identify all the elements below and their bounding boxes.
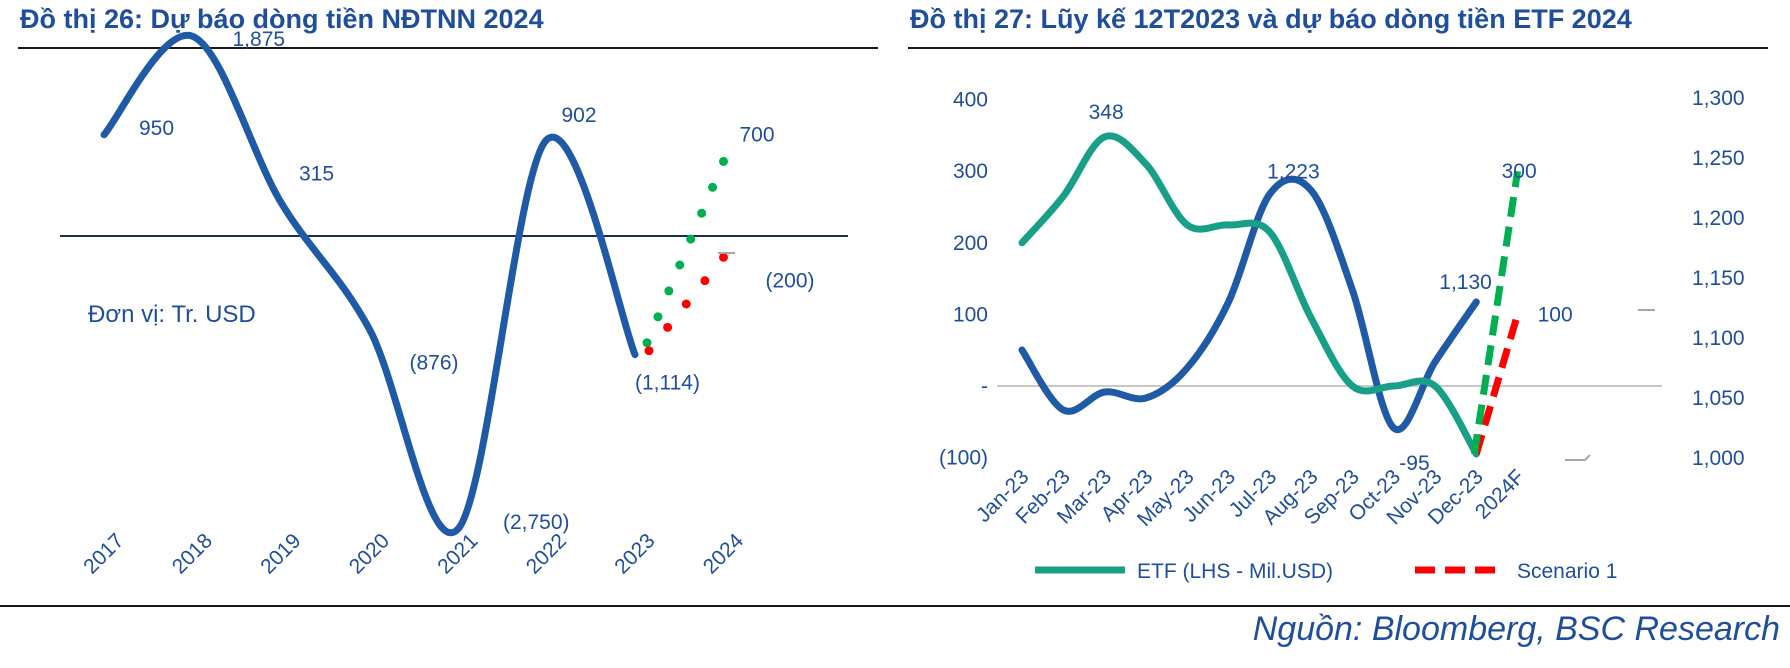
scenario-red-dot: [681, 299, 691, 309]
right-left-axis-tick: 400: [953, 89, 988, 112]
right-right-axis-tick: 1,050: [1692, 387, 1745, 410]
chart-26-title: Đồ thị 26: Dự báo dòng tiền NĐTNN 2024: [20, 4, 544, 34]
scenario-red-dot: [700, 276, 710, 286]
scenario-green-dot: [708, 182, 718, 192]
left-x-tick-label: 2022: [522, 529, 571, 578]
scenario-red-dot: [719, 252, 728, 262]
scenario-green-dot: [664, 286, 674, 296]
etf-end-label-leader: [1565, 454, 1591, 461]
left-scenario-red: [644, 252, 728, 356]
etf-series-line: [1018, 132, 1480, 458]
left-green-label: 700: [740, 123, 775, 146]
left-red-label: (200): [766, 269, 815, 292]
left-data-label: 1,875: [233, 28, 286, 51]
etf-end-label: -95: [1399, 452, 1429, 475]
scenario-red-label: 100: [1538, 303, 1573, 326]
right-right-axis-tick: 1,200: [1692, 207, 1745, 230]
right-blue-series-line: [1018, 175, 1480, 434]
chart-27-title: Đồ thị 27: Lũy kế 12T2023 và dự báo dòng…: [910, 4, 1632, 34]
etf-peak-label: 348: [1089, 101, 1124, 124]
scenario-green-label: 300: [1502, 160, 1537, 183]
left-series-line: [100, 31, 639, 536]
right-right-axis-tick: 1,250: [1692, 147, 1745, 170]
right-left-axis-tick: 200: [953, 232, 988, 255]
left-data-label: 315: [299, 162, 334, 185]
scenario-green-dot: [719, 156, 728, 166]
left-data-label: (876): [410, 351, 459, 374]
left-x-tick-label: 2018: [168, 529, 217, 578]
right-right-axis-tick: 1,150: [1692, 267, 1745, 290]
scenario-green-dot: [642, 338, 652, 348]
right-title-rule: [908, 47, 1768, 49]
scenario-red-dot: [663, 322, 673, 332]
scenario-green-dot: [653, 312, 663, 322]
scenario-green-dot: [686, 234, 696, 244]
left-x-tick-label: 2019: [256, 529, 305, 578]
scenario-red-dot: [644, 346, 654, 356]
blue-peak-label: 1,223: [1267, 160, 1320, 183]
scenario-green-dot: [675, 260, 685, 270]
source-note: Nguồn: Bloomberg, BSC Research: [1252, 610, 1780, 648]
right-right-axis-tick: 1,100: [1692, 327, 1745, 350]
right-left-axis-tick: 100: [953, 303, 988, 326]
left-data-label: 902: [562, 104, 597, 127]
right-right-axis-tick: 1,000: [1692, 447, 1745, 470]
scenario-1-line: [1472, 313, 1521, 456]
left-x-tick-label: 2017: [79, 529, 128, 578]
blue-end-label: 1,130: [1439, 271, 1492, 294]
legend-scenario-label: Scenario 1: [1517, 560, 1617, 583]
right-left-axis-tick: (100): [939, 447, 988, 470]
right-right-axis-tick: 1,300: [1692, 87, 1745, 110]
left-data-label: (1,114): [635, 372, 700, 395]
left-scenario-green: [642, 156, 728, 348]
left-x-tick-label: 2024: [699, 529, 749, 579]
right-left-axis-tick: -: [981, 375, 988, 398]
right-left-axis-tick: 300: [953, 160, 988, 183]
chart-26: 950 1,875 315 (876) (2,750) 902 (1,114) 700 (200…: [60, 28, 848, 579]
left-title-rule: [18, 47, 878, 49]
left-x-tick-label: 2020: [345, 529, 394, 578]
left-x-tick-label: 2023: [610, 529, 659, 578]
unit-note: Đơn vị: Tr. USD: [88, 301, 256, 328]
left-data-label: 950: [139, 117, 174, 140]
chart-27: 400 300 200 100 - (100) 1,300 1,250 1,200 1,150 1…: [939, 87, 1745, 583]
left-data-label: (2,750): [503, 511, 570, 534]
scenario-green-dot: [697, 208, 707, 218]
left-x-tick-label: 2021: [433, 529, 482, 578]
legend-etf-label: ETF (LHS - Mil.USD): [1137, 560, 1333, 583]
scenario-green-line: [1470, 170, 1522, 455]
